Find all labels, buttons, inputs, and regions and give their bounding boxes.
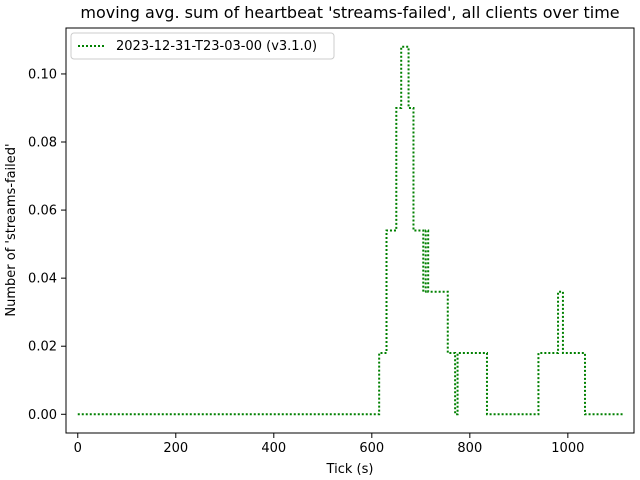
plot-area [66,28,634,433]
y-tick-label: 0.00 [28,408,57,423]
y-tick-label: 0.02 [28,340,57,355]
x-tick-label: 200 [163,441,188,456]
x-tick-label: 800 [457,441,482,456]
x-axis-label: Tick (s) [326,462,374,477]
x-tick-label: 1000 [551,441,584,456]
x-tick-label: 0 [74,441,82,456]
y-axis-label: Number of 'streams-failed' [4,143,19,316]
x-axis: 0 200 400 600 800 1000 [74,433,584,456]
x-tick-label: 400 [261,441,286,456]
legend: 2023-12-31-T23-03-00 (v3.1.0) [70,32,335,60]
x-tick-label: 600 [359,441,384,456]
series-layer [77,45,625,416]
legend-entry: 2023-12-31-T23-03-00 (v3.1.0) [116,39,317,54]
y-tick-label: 0.10 [28,67,57,82]
y-tick-label: 0.04 [28,272,57,287]
y-tick-label: 0.08 [28,136,57,151]
legend-box [70,32,335,60]
plot-frame [65,27,635,434]
y-tick-label: 0.06 [28,204,57,219]
chart-title: moving avg. sum of heartbeat 'streams-fa… [80,3,619,22]
series-line-0 [77,45,625,416]
y-axis: 0.00 0.02 0.04 0.06 0.08 0.10 [28,67,66,423]
